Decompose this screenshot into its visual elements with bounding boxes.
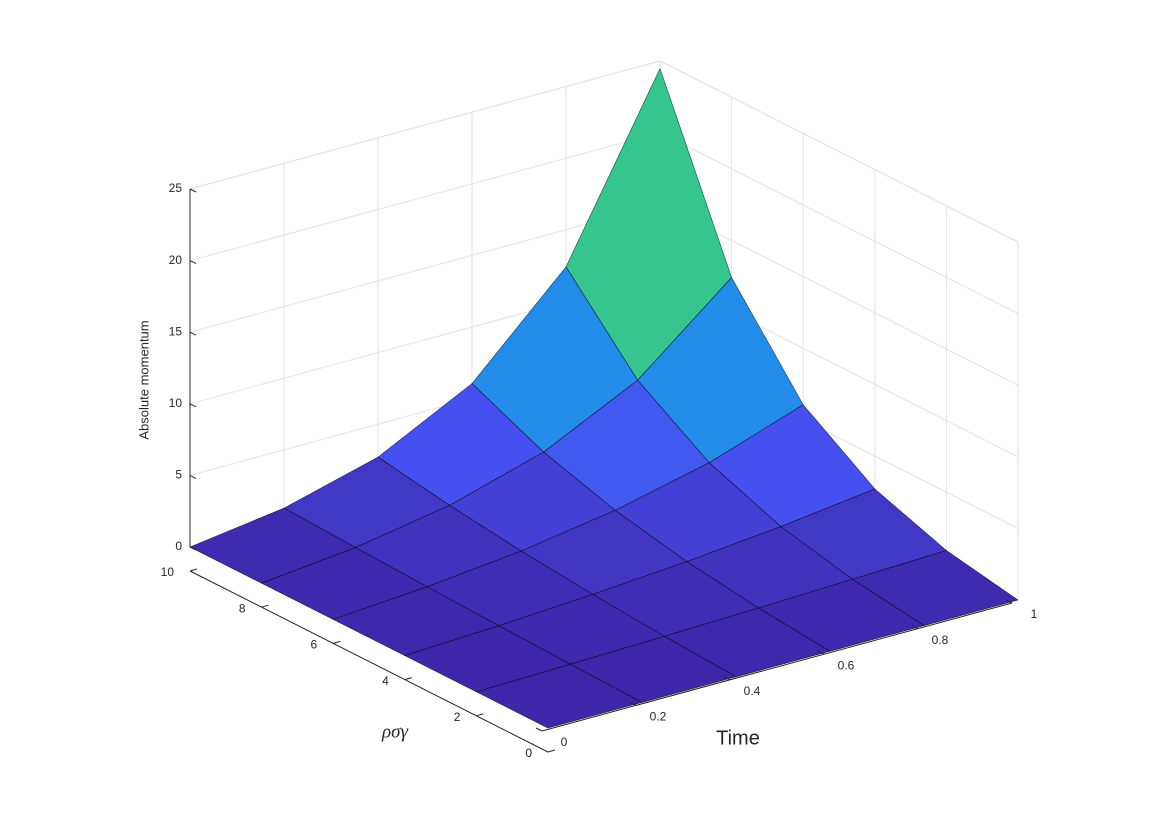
x-tick-label: 0.6 (838, 658, 855, 672)
z-tick (189, 188, 197, 193)
z-tick (189, 474, 197, 479)
z-tick-label: 10 (169, 396, 183, 410)
y-tick (189, 568, 198, 572)
grid-line (189, 203, 661, 333)
box-line (659, 60, 1019, 243)
y-axis-line (189, 570, 549, 753)
x-tick (535, 727, 543, 732)
surface-patch (475, 663, 643, 729)
x-tick-label: 0.2 (650, 710, 667, 724)
y-tick-label: 0 (525, 746, 532, 760)
y-axis-title: ρσγ (381, 721, 408, 742)
y-tick-label: 10 (161, 565, 175, 579)
y-tick (547, 749, 556, 753)
x-tick (629, 701, 637, 706)
x-tick (911, 625, 919, 630)
z-tick (189, 403, 197, 408)
y-tick (261, 604, 269, 608)
x-tick (723, 676, 731, 681)
grid-line (189, 132, 661, 262)
z-tick-label: 5 (175, 468, 182, 482)
y-tick (476, 713, 484, 717)
x-tick-label: 0 (561, 735, 568, 749)
z-tick-label: 15 (169, 324, 183, 338)
z-tick-label: 25 (169, 181, 183, 195)
z-tick (189, 546, 197, 551)
x-axis-title: Time (716, 727, 760, 749)
z-tick (189, 331, 197, 336)
z-tick-label: 20 (169, 253, 183, 267)
grid-line (659, 203, 1019, 386)
z-tick-label: 0 (175, 539, 182, 553)
y-tick-label: 8 (239, 601, 246, 615)
x-tick-label: 0.8 (932, 633, 949, 647)
y-tick-label: 2 (454, 710, 461, 724)
y-tick-label: 4 (382, 674, 389, 688)
z-tick (189, 260, 197, 265)
y-tick (333, 640, 341, 644)
x-axis-line (541, 602, 1013, 732)
grid-line (659, 132, 1019, 315)
y-tick (404, 677, 412, 681)
z-axis-title: Absolute momentum (136, 320, 151, 439)
box-line (189, 60, 661, 190)
surface (189, 67, 1019, 729)
x-tick (817, 650, 825, 655)
y-tick-label: 6 (311, 638, 318, 652)
x-tick-label: 1 (1031, 607, 1038, 621)
x-tick (1005, 599, 1013, 604)
x-tick-label: 0.4 (744, 684, 761, 698)
